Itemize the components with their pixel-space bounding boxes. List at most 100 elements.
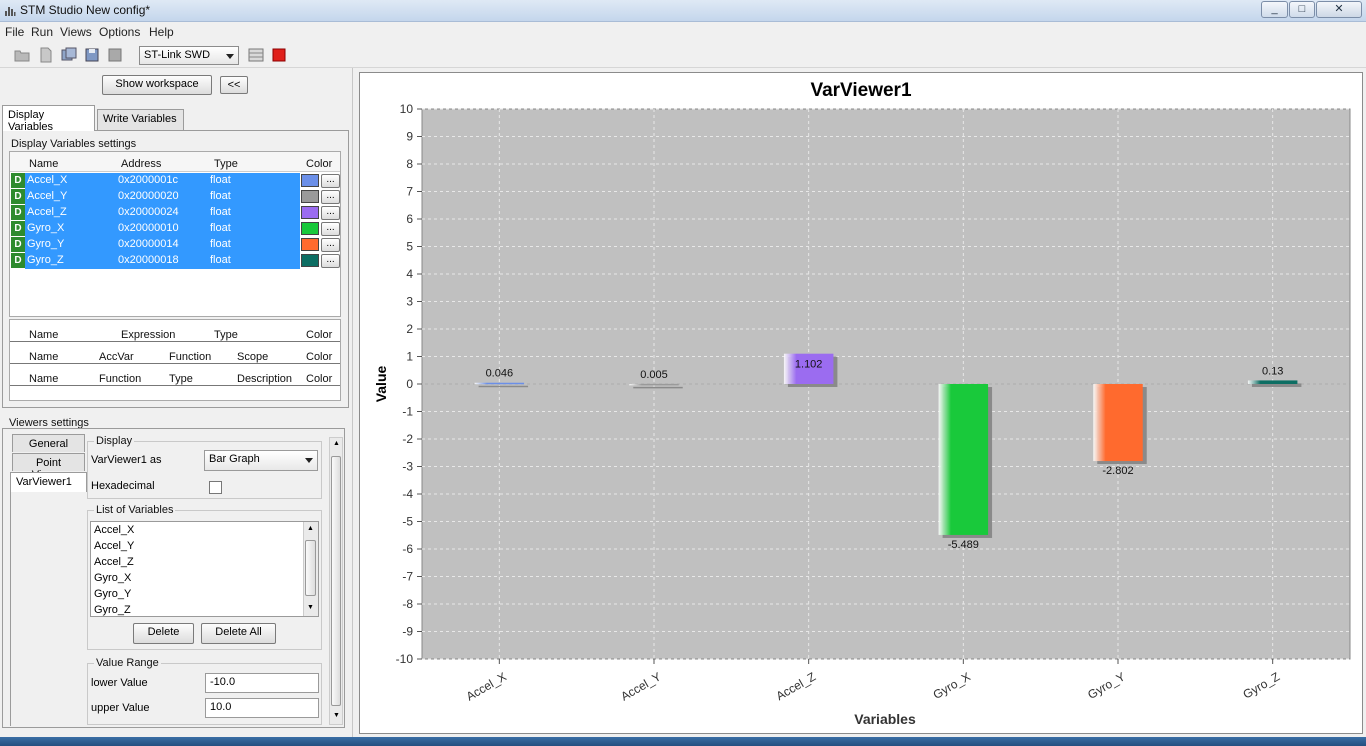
debugger-value: ST-Link SWD [144, 49, 211, 61]
accvar-col-name: Name [29, 351, 59, 363]
scroll-up-icon[interactable]: ▲ [333, 440, 340, 447]
x-axis-label: Variables [854, 711, 916, 727]
x-tick-label: Gyro_X [931, 669, 973, 701]
menu-help[interactable]: Help [149, 25, 174, 39]
list-item[interactable]: Accel_Y [94, 540, 135, 552]
collapse-button[interactable]: << [220, 76, 248, 94]
list-item[interactable]: Accel_X [94, 524, 135, 536]
stop-icon[interactable] [271, 47, 287, 63]
delete-button[interactable]: Delete [133, 623, 194, 644]
function-table-header: Name Function Type Description Color [10, 364, 340, 386]
display-badge-icon: D [11, 189, 25, 204]
menu-views[interactable]: Views [60, 25, 92, 39]
grid-icon[interactable] [248, 47, 264, 63]
var-type: float [210, 238, 231, 250]
y-tick-label: -3 [402, 460, 413, 474]
upper-value-input[interactable]: 10.0 [205, 698, 319, 718]
tab-display-variables[interactable]: Display Variables [2, 105, 95, 133]
open-folder-icon[interactable] [14, 47, 30, 63]
color-swatch [301, 190, 319, 203]
color-picker-button[interactable]: ... [321, 238, 340, 252]
y-tick-label: -7 [402, 570, 413, 584]
taskbar [0, 737, 1366, 746]
chevron-down-icon [305, 458, 313, 463]
viewer-tab-general[interactable]: General [12, 434, 85, 452]
expression-tables: Name Expression Type Color Name AccVar F… [9, 319, 341, 401]
maximize-icon[interactable]: □ [1289, 1, 1315, 18]
func-col-name: Name [29, 373, 59, 385]
save-all-icon[interactable] [61, 47, 77, 63]
minimize-icon[interactable]: _ [1261, 1, 1288, 18]
row-highlight [25, 221, 300, 237]
left-panel: Show workspace << Display Variables Writ… [0, 68, 353, 746]
save-icon[interactable] [84, 47, 100, 63]
color-picker-button[interactable]: ... [321, 206, 340, 220]
scroll-up-icon[interactable]: ▲ [307, 525, 314, 532]
bar [938, 384, 989, 535]
table-row[interactable]: D Gyro_Y 0x20000014 float... [10, 237, 340, 253]
table-row[interactable]: D Gyro_Z 0x20000018 float... [10, 253, 340, 269]
table-row[interactable]: D Gyro_X 0x20000010 float... [10, 221, 340, 237]
list-scrollbar[interactable]: ▲ ▼ [303, 522, 318, 616]
list-item[interactable]: Gyro_Y [94, 588, 132, 600]
bar-value-label: 0.046 [486, 368, 514, 380]
color-swatch [301, 238, 319, 251]
col-address: Address [121, 158, 162, 170]
hexadecimal-checkbox[interactable] [209, 481, 222, 494]
variables-list[interactable]: Accel_X Accel_Y Accel_Z Gyro_X Gyro_Y Gyro_Z … [90, 521, 319, 617]
color-picker-button[interactable]: ... [321, 174, 340, 188]
delete-all-button[interactable]: Delete All [201, 623, 276, 644]
bar [783, 353, 834, 384]
var-address: 0x20000020 [118, 190, 179, 202]
tab-write-variables[interactable]: Write Variables [97, 109, 184, 131]
y-tick-label: -4 [402, 487, 413, 501]
color-picker-button[interactable]: ... [321, 254, 340, 268]
chart-title: VarViewer1 [810, 80, 912, 101]
row-highlight [25, 237, 300, 253]
scroll-down-icon[interactable]: ▼ [333, 712, 340, 719]
var-name: Accel_X [27, 174, 68, 186]
row-highlight [25, 205, 300, 221]
bar-value-label: 1.102 [795, 359, 823, 371]
settings-title: Display Variables settings [11, 138, 137, 150]
table-row[interactable]: D Accel_X 0x2000001c float... [10, 173, 340, 189]
table-row[interactable]: D Accel_Z 0x20000024 float... [10, 205, 340, 221]
export-icon[interactable] [107, 47, 123, 63]
viewer-tab-point-viewer[interactable]: Point Viewer [12, 453, 85, 481]
list-scroll-thumb[interactable] [305, 540, 316, 596]
menu-file[interactable]: File [5, 25, 25, 39]
accvar-col-color: Color [306, 351, 333, 363]
show-workspace-button[interactable]: Show workspace [102, 75, 212, 95]
viewers-settings-pane: General Point Viewer VarViewer1 Display … [2, 428, 345, 728]
color-picker-button[interactable]: ... [321, 222, 340, 236]
list-item[interactable]: Accel_Z [94, 556, 134, 568]
lower-value-label: lower Value [91, 677, 148, 689]
viewer-as-label: VarViewer1 as [91, 454, 162, 466]
color-picker-button[interactable]: ... [321, 190, 340, 204]
new-file-icon[interactable] [38, 47, 54, 63]
accvar-col-accvar: AccVar [99, 351, 134, 363]
table-row[interactable]: D Accel_Y 0x20000020 float... [10, 189, 340, 205]
lower-value-input[interactable]: -10.0 [205, 673, 319, 693]
close-icon[interactable]: ✕ [1316, 1, 1362, 18]
menu-run[interactable]: Run [31, 25, 54, 39]
upper-value-label: upper Value [91, 702, 150, 714]
viewer-scroll-thumb[interactable] [331, 456, 341, 706]
list-item[interactable]: Gyro_X [94, 572, 132, 584]
col-name: Name [29, 158, 59, 170]
list-item[interactable]: Gyro_Z [94, 604, 131, 616]
row-highlight [25, 253, 300, 269]
menu-options[interactable]: Options [99, 25, 141, 39]
debugger-select[interactable]: ST-Link SWD [139, 46, 239, 65]
viewer-type-select[interactable]: Bar Graph [204, 450, 318, 471]
chevron-down-icon [226, 54, 234, 59]
var-name: Accel_Y [27, 190, 68, 202]
expression-table-header: Name Expression Type Color [10, 320, 340, 342]
scroll-down-icon[interactable]: ▼ [307, 604, 314, 611]
var-viewer-panel: VarViewer1 10 9 8 7 6 5 4 3 2 1 0 -1 -2 -3 -4 -5 -6 -7 -8-… [359, 72, 1363, 734]
viewer-tab-varviewer1[interactable]: VarViewer1 [10, 472, 87, 492]
display-badge-icon: D [11, 221, 25, 236]
viewer-scrollbar[interactable]: ▲ ▼ [329, 437, 343, 725]
viewers-settings-title: Viewers settings [9, 417, 89, 429]
y-tick-label: -8 [402, 597, 413, 611]
